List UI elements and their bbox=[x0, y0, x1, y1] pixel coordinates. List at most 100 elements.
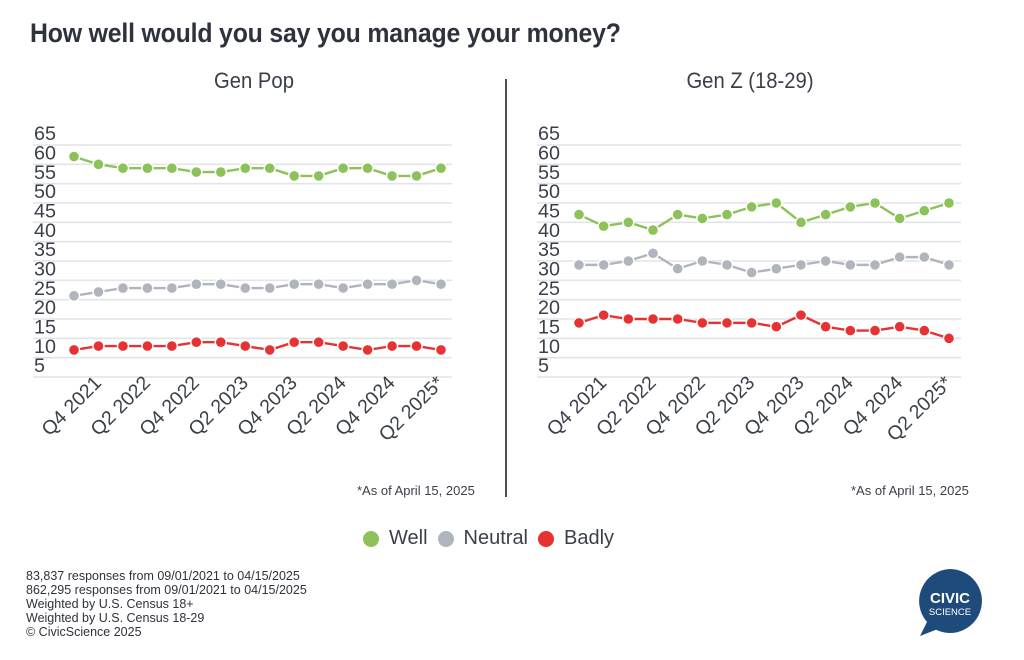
gen-z-footnote: *As of April 15, 2025 bbox=[851, 483, 969, 498]
y-tick-label: 50 bbox=[34, 181, 56, 203]
y-tick-label: 50 bbox=[538, 181, 560, 203]
data-point-neutral bbox=[746, 267, 757, 278]
data-point-neutral bbox=[69, 291, 79, 301]
y-tick-label: 5 bbox=[34, 355, 45, 377]
data-point-badly bbox=[672, 314, 683, 324]
data-point-well bbox=[142, 163, 153, 173]
data-point-badly bbox=[574, 318, 584, 328]
data-point-badly bbox=[142, 341, 153, 351]
y-tick-label: 60 bbox=[34, 143, 56, 165]
data-point-well bbox=[796, 217, 806, 228]
data-point-well bbox=[623, 217, 634, 228]
data-point-well bbox=[362, 163, 373, 173]
data-point-well bbox=[820, 209, 831, 220]
data-point-neutral bbox=[894, 252, 905, 262]
legend-label-badly: Badly bbox=[564, 527, 615, 549]
legend-marker-neutral bbox=[437, 530, 454, 547]
data-point-badly bbox=[240, 341, 251, 351]
data-point-neutral bbox=[574, 260, 584, 270]
logo-text-science: SCIENCE bbox=[929, 607, 971, 618]
data-point-badly bbox=[118, 341, 128, 351]
data-point-neutral bbox=[362, 279, 373, 290]
data-point-neutral bbox=[118, 283, 128, 293]
data-point-badly bbox=[436, 345, 446, 355]
data-point-badly bbox=[338, 341, 348, 351]
data-point-well bbox=[118, 163, 128, 173]
data-point-badly bbox=[722, 318, 732, 328]
note-weighting-gen-z: Weighted by U.S. Census 18-29 bbox=[26, 611, 205, 625]
data-point-well bbox=[387, 171, 397, 181]
data-point-badly bbox=[771, 321, 782, 332]
y-tick-label: 45 bbox=[538, 201, 560, 223]
y-tick-label: 30 bbox=[538, 259, 560, 281]
data-point-neutral bbox=[771, 263, 782, 274]
data-point-badly bbox=[289, 337, 300, 348]
data-point-badly bbox=[820, 321, 831, 332]
data-point-well bbox=[574, 209, 584, 220]
y-tick-label: 40 bbox=[34, 220, 56, 242]
data-point-neutral bbox=[820, 256, 831, 266]
data-point-neutral bbox=[411, 275, 422, 286]
data-point-neutral bbox=[436, 279, 446, 290]
data-point-badly bbox=[313, 337, 324, 348]
y-tick-label: 25 bbox=[34, 278, 56, 300]
methodology-notes: 83,837 responses from 09/01/2021 to 04/1… bbox=[26, 569, 307, 639]
y-tick-label: 55 bbox=[538, 162, 560, 184]
data-point-badly bbox=[697, 318, 708, 328]
data-point-well bbox=[338, 163, 348, 173]
data-point-neutral bbox=[216, 279, 226, 290]
note-weighting-gen-pop: Weighted by U.S. Census 18+ bbox=[26, 597, 194, 611]
data-point-badly bbox=[845, 325, 856, 336]
legend-item-well: Well bbox=[363, 527, 428, 550]
y-tick-label: 15 bbox=[538, 317, 560, 339]
data-point-neutral bbox=[313, 279, 324, 290]
panel-title-gen-pop: Gen Pop bbox=[214, 68, 294, 93]
data-point-badly bbox=[216, 337, 226, 348]
data-point-badly bbox=[894, 321, 905, 332]
y-tick-label: 60 bbox=[538, 143, 560, 165]
data-point-neutral bbox=[722, 260, 732, 270]
gen-pop-footnote: *As of April 15, 2025 bbox=[357, 483, 475, 498]
legend-marker-badly bbox=[538, 530, 555, 547]
y-tick-label: 20 bbox=[538, 297, 560, 319]
data-point-neutral bbox=[240, 283, 251, 293]
data-point-well bbox=[944, 198, 954, 208]
legend-item-badly: Badly bbox=[538, 527, 614, 550]
data-point-badly bbox=[648, 314, 658, 324]
data-point-neutral bbox=[338, 283, 348, 293]
data-point-neutral bbox=[870, 260, 880, 270]
data-point-well bbox=[313, 171, 324, 181]
data-point-neutral bbox=[672, 263, 683, 274]
legend: Well Neutral Badly bbox=[363, 527, 624, 550]
data-point-badly bbox=[362, 345, 373, 355]
data-point-badly bbox=[598, 310, 609, 320]
data-point-neutral bbox=[919, 252, 930, 262]
data-point-badly bbox=[623, 314, 634, 324]
panel-title-gen-z: Gen Z (18-29) bbox=[686, 68, 814, 93]
data-point-well bbox=[411, 171, 422, 181]
data-point-neutral bbox=[289, 279, 300, 290]
data-point-well bbox=[598, 221, 609, 231]
data-point-well bbox=[771, 198, 782, 208]
civicscience-logo: CIVIC SCIENCE bbox=[919, 569, 982, 636]
data-point-badly bbox=[191, 337, 202, 348]
y-tick-label: 25 bbox=[538, 278, 560, 300]
note-copyright: © CivicScience 2025 bbox=[26, 625, 142, 639]
data-point-well bbox=[191, 167, 202, 177]
data-point-well bbox=[167, 163, 177, 173]
data-point-badly bbox=[746, 318, 757, 328]
data-point-well bbox=[894, 213, 905, 224]
data-point-well bbox=[264, 163, 275, 173]
logo-text-civic: CIVIC bbox=[930, 590, 970, 607]
data-point-neutral bbox=[845, 260, 856, 270]
panel-divider bbox=[505, 79, 507, 497]
data-point-badly bbox=[796, 310, 806, 320]
data-point-well bbox=[672, 209, 683, 220]
legend-label-well: Well bbox=[389, 527, 428, 549]
data-point-neutral bbox=[648, 248, 658, 259]
data-point-badly bbox=[264, 345, 275, 355]
chart-title: How well would you say you manage your m… bbox=[30, 18, 621, 48]
y-tick-label: 30 bbox=[34, 259, 56, 281]
note-responses-gen-pop: 83,837 responses from 09/01/2021 to 04/1… bbox=[26, 569, 300, 583]
